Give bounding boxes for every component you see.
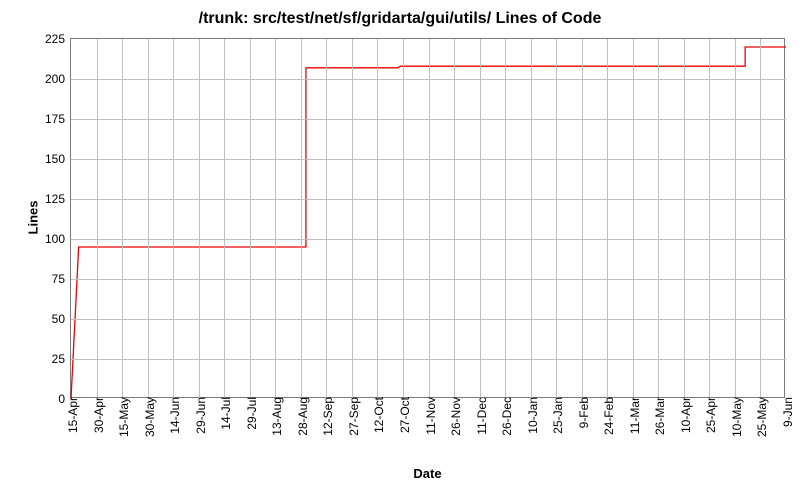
x-tick-label: 26-Dec bbox=[496, 397, 514, 436]
y-tick-label: 175 bbox=[45, 112, 71, 126]
x-tick-label: 9-Feb bbox=[573, 397, 591, 428]
x-tick-label: 28-Aug bbox=[292, 397, 310, 436]
x-tick-label: 26-Nov bbox=[445, 397, 463, 436]
gridline-vertical bbox=[454, 39, 455, 399]
x-tick-label: 25-May bbox=[751, 397, 769, 437]
gridline-vertical bbox=[760, 39, 761, 399]
x-tick-label: 11-Mar bbox=[624, 397, 642, 434]
x-tick-label: 29-Jun bbox=[190, 397, 208, 434]
y-tick-label: 100 bbox=[45, 232, 71, 246]
gridline-vertical bbox=[556, 39, 557, 399]
y-tick-label: 25 bbox=[52, 352, 71, 366]
x-tick-label: 11-Nov bbox=[420, 397, 438, 435]
x-tick-label: 14-Jul bbox=[215, 397, 233, 430]
gridline-vertical bbox=[122, 39, 123, 399]
x-tick-label: 11-Dec bbox=[471, 397, 489, 435]
x-tick-label: 12-Sep bbox=[317, 397, 335, 436]
x-tick-label: 25-Jan bbox=[547, 397, 565, 434]
x-tick-label: 14-Jun bbox=[164, 397, 182, 434]
gridline-vertical bbox=[684, 39, 685, 399]
x-tick-label: 10-Jan bbox=[522, 397, 540, 434]
y-tick-label: 125 bbox=[45, 192, 71, 206]
gridline-vertical bbox=[582, 39, 583, 399]
x-tick-label: 13-Aug bbox=[266, 397, 284, 436]
chart-title: /trunk: src/test/net/sf/gridarta/gui/uti… bbox=[0, 10, 800, 28]
gridline-vertical bbox=[735, 39, 736, 399]
gridline-vertical bbox=[275, 39, 276, 399]
x-tick-label: 25-Apr bbox=[700, 397, 718, 433]
gridline-vertical bbox=[301, 39, 302, 399]
x-tick-label: 9-Jun bbox=[777, 397, 795, 427]
y-axis-label: Lines bbox=[25, 201, 40, 235]
gridline-vertical bbox=[480, 39, 481, 399]
gridline-vertical bbox=[658, 39, 659, 399]
x-tick-label: 30-May bbox=[139, 397, 157, 437]
gridline-vertical bbox=[709, 39, 710, 399]
plot-area: 025507510012515017520022515-Apr30-Apr15-… bbox=[70, 38, 785, 398]
x-tick-label: 27-Sep bbox=[343, 397, 361, 436]
y-tick-label: 225 bbox=[45, 32, 71, 46]
x-tick-label: 24-Feb bbox=[598, 397, 616, 435]
gridline-vertical bbox=[250, 39, 251, 399]
x-tick-label: 15-Apr bbox=[62, 397, 80, 433]
gridline-vertical bbox=[403, 39, 404, 399]
gridline-vertical bbox=[173, 39, 174, 399]
gridline-vertical bbox=[429, 39, 430, 399]
x-tick-label: 10-May bbox=[726, 397, 744, 437]
gridline-vertical bbox=[199, 39, 200, 399]
y-tick-label: 150 bbox=[45, 152, 71, 166]
y-tick-label: 50 bbox=[52, 312, 71, 326]
y-tick-label: 200 bbox=[45, 72, 71, 86]
gridline-vertical bbox=[633, 39, 634, 399]
y-tick-label: 75 bbox=[52, 272, 71, 286]
x-tick-label: 26-Mar bbox=[649, 397, 667, 435]
x-tick-label: 12-Oct bbox=[368, 397, 386, 433]
gridline-vertical bbox=[224, 39, 225, 399]
gridline-vertical bbox=[607, 39, 608, 399]
gridline-vertical bbox=[352, 39, 353, 399]
gridline-vertical bbox=[505, 39, 506, 399]
gridline-vertical bbox=[97, 39, 98, 399]
gridline-vertical bbox=[531, 39, 532, 399]
x-axis-label: Date bbox=[70, 466, 785, 481]
gridline-vertical bbox=[377, 39, 378, 399]
x-tick-label: 29-Jul bbox=[241, 397, 259, 430]
x-tick-label: 15-May bbox=[113, 397, 131, 437]
x-tick-label: 30-Apr bbox=[88, 397, 106, 433]
gridline-vertical bbox=[148, 39, 149, 399]
x-tick-label: 27-Oct bbox=[394, 397, 412, 433]
chart-container: /trunk: src/test/net/sf/gridarta/gui/uti… bbox=[0, 0, 800, 500]
x-tick-label: 10-Apr bbox=[675, 397, 693, 433]
gridline-vertical bbox=[326, 39, 327, 399]
